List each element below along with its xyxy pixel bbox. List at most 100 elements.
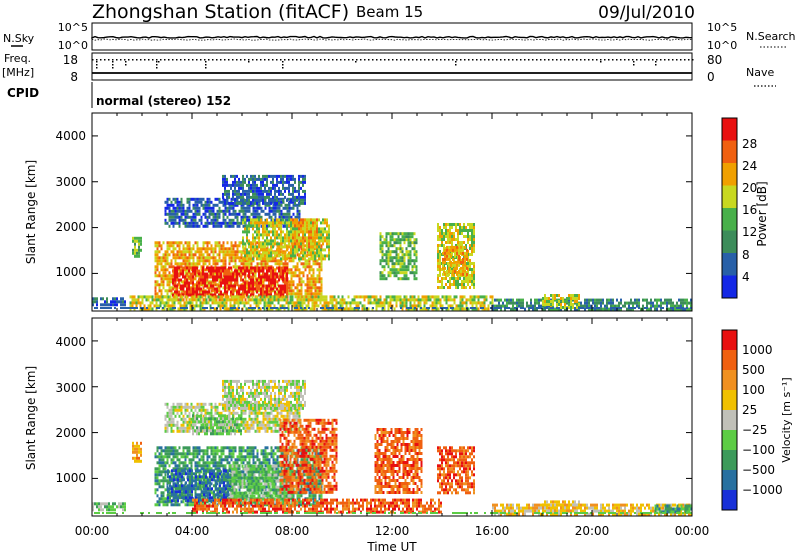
heatmap-cell [171, 201, 173, 204]
heatmap-cell [408, 244, 410, 247]
heatmap-cell [396, 271, 398, 274]
heatmap-cell [455, 280, 457, 283]
heatmap-cell [190, 276, 192, 279]
heatmap-cell [312, 236, 314, 239]
heatmap-cell [252, 190, 254, 193]
heatmap-cell [207, 207, 209, 210]
heatmap-cell [610, 302, 612, 305]
heatmap-cell [292, 239, 294, 242]
heatmap-cell [224, 190, 226, 193]
heatmap-cell [416, 253, 418, 256]
heatmap-cell [132, 295, 134, 298]
heatmap-cell [384, 253, 386, 256]
heatmap-cell [202, 304, 204, 307]
heatmap-cell [214, 288, 216, 291]
heatmap-cell [202, 276, 204, 279]
heatmap-cell [160, 301, 162, 304]
heatmap-cell [165, 289, 167, 292]
nave-dot [452, 59, 454, 61]
heatmap-cell [205, 262, 207, 265]
heatmap-cell [270, 291, 272, 294]
heatmap-cell [536, 299, 538, 302]
heatmap-cell [236, 273, 238, 276]
heatmap-cell [165, 222, 167, 225]
nave-dot [344, 59, 346, 61]
heatmap-cell [172, 298, 174, 301]
heatmap-cell [360, 295, 362, 298]
nave-dot [544, 59, 546, 61]
heatmap-cell [114, 300, 116, 303]
heatmap-cell [570, 300, 572, 303]
heatmap-cell [284, 285, 286, 288]
heatmap-cell [273, 213, 275, 216]
nave-dot [260, 59, 262, 61]
heatmap-cell [278, 181, 280, 184]
heatmap-cell [179, 262, 181, 265]
heatmap-cell [242, 288, 244, 291]
heatmap-cell [108, 303, 110, 306]
heatmap-cell [618, 302, 620, 305]
heatmap-cell [242, 175, 244, 178]
heatmap-cell [414, 253, 416, 256]
heatmap-cell [442, 258, 444, 261]
heatmap-cell [224, 285, 226, 288]
nave-dot [244, 59, 246, 61]
heatmap-cell [193, 244, 195, 247]
heatmap-cell [229, 259, 231, 262]
heatmap-cell [340, 298, 342, 301]
heatmap-cell [586, 299, 588, 302]
heatmap-cell [441, 283, 443, 286]
heatmap-cell [286, 221, 288, 224]
heatmap-cell [102, 297, 104, 300]
heatmap-cell [307, 280, 309, 283]
heatmap-cell [320, 227, 322, 230]
heatmap-cell [262, 199, 264, 202]
heatmap-cell [316, 248, 318, 251]
heatmap-cell [252, 236, 254, 239]
heatmap-cell [440, 298, 442, 301]
heatmap-cell [232, 279, 234, 282]
heatmap-cell [256, 304, 258, 307]
heatmap-cell [218, 304, 220, 307]
heatmap-cell [386, 298, 388, 301]
heatmap-cell [392, 298, 394, 301]
heatmap-cell [256, 221, 258, 224]
heatmap-cell [168, 307, 170, 310]
heatmap-cell [382, 304, 384, 307]
heatmap-cell [450, 261, 452, 264]
heatmap-cell [266, 257, 268, 260]
heatmap-cell [173, 210, 175, 213]
heatmap-cell [302, 251, 304, 254]
heatmap-cell [584, 299, 586, 302]
heatmap-cell [156, 298, 158, 301]
heatmap-cell [392, 256, 394, 259]
heatmap-cell [457, 229, 459, 232]
heatmap-cell [248, 245, 250, 248]
heatmap-cell [202, 267, 204, 270]
heatmap-cell [451, 235, 453, 238]
heatmap-cell [252, 181, 254, 184]
heatmap-cell [172, 304, 174, 307]
nave-dot [184, 59, 186, 61]
heatmap-cell [272, 307, 274, 309]
heatmap-cell [390, 232, 392, 235]
nsearch-tick-top: 10^5 [707, 21, 737, 34]
heatmap-cell [344, 298, 346, 301]
heatmap-cell [179, 219, 181, 222]
heatmap-cell [556, 299, 558, 302]
heatmap-cell [226, 190, 228, 193]
heatmap-cell [458, 270, 460, 273]
nave-dot [112, 64, 114, 66]
heatmap-cell [295, 271, 297, 274]
heatmap-cell [169, 289, 171, 292]
heatmap-cell [408, 232, 410, 235]
heatmap-cell [398, 253, 400, 256]
heatmap-cell [172, 307, 174, 309]
nave-dot [112, 61, 114, 63]
heatmap-cell [234, 184, 236, 187]
heatmap-cell [186, 291, 188, 294]
heatmap-cell [242, 245, 244, 248]
heatmap-cell [134, 295, 136, 298]
heatmap-cell [560, 297, 562, 300]
heatmap-cell [342, 301, 344, 304]
